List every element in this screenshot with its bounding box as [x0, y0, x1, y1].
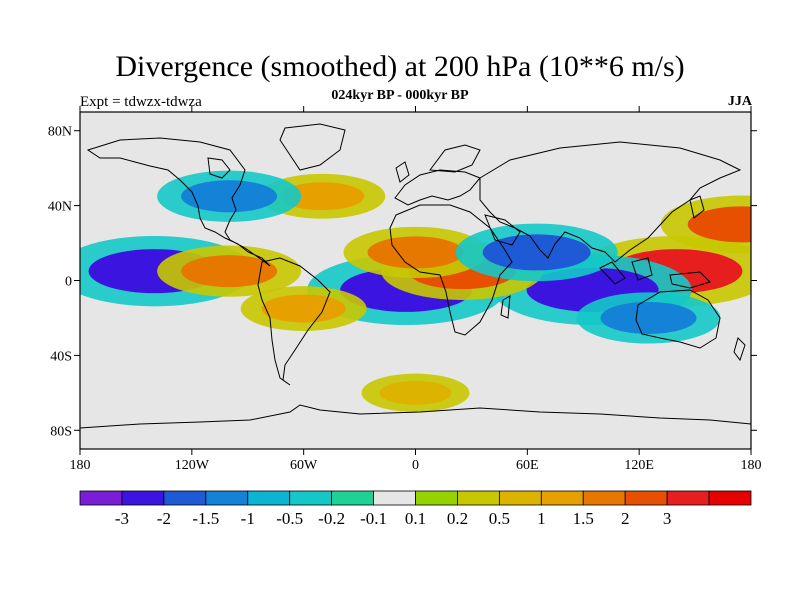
- lon-tick-label: 120W: [175, 458, 210, 473]
- coastline-hudson-bay: [207, 157, 231, 179]
- divergence-field: [80, 112, 751, 449]
- coastline-sumatra: [599, 261, 626, 285]
- lat-tick-label: 80S: [50, 424, 72, 439]
- colorbar-swatch: [373, 490, 416, 506]
- colorbar-swatch: [457, 490, 500, 506]
- lon-tick-label: 180: [741, 458, 762, 473]
- colorbar-swatch: [163, 490, 207, 506]
- coastline-asia: [479, 141, 742, 263]
- colorbar-swatch: [289, 490, 333, 506]
- field-feature: [181, 255, 278, 288]
- field-feature: [482, 234, 591, 271]
- coastline-africa: [389, 204, 513, 336]
- field-feature: [379, 380, 452, 405]
- lat-tick-label: 40N: [48, 200, 72, 215]
- coastline-borneo: [631, 257, 653, 281]
- field-feature: [600, 301, 697, 334]
- colorbar-swatch: [79, 490, 123, 506]
- axes: 80N 40N 0 40S 80S 180 120W 60W 0 60E 120E 180: [48, 106, 762, 473]
- coastline-australia: [635, 289, 721, 349]
- colorbar-swatch: [498, 490, 542, 506]
- field-feature: [261, 294, 346, 323]
- colorbar-swatch: [708, 490, 752, 506]
- coastline-antarctica: [80, 404, 751, 429]
- colorbar-label: 0.5: [489, 509, 510, 528]
- field-feature: [367, 236, 464, 269]
- colorbar-label: 3: [663, 509, 672, 528]
- coastline-south-america: [257, 257, 331, 386]
- colorbar-swatch: [415, 490, 458, 506]
- colorbar: -3 -2 -1.5 -1 -0.5 -0.2 -0.1 0.1 0.2 0.5 1 1.5 2 3: [79, 490, 752, 528]
- coastline-britain: [395, 161, 410, 183]
- coastline-madagascar: [500, 295, 511, 319]
- colorbar-swatch: [121, 490, 165, 506]
- lon-tick-label: 60W: [290, 458, 318, 473]
- coastline-europe: [394, 169, 481, 206]
- lat-tick-label: 0: [65, 275, 72, 290]
- chart-subtitle: 024kyr BP - 000kyr BP: [331, 88, 469, 103]
- colorbar-swatch: [624, 490, 668, 506]
- experiment-label: Expt = tdwzx-tdwza: [80, 94, 202, 110]
- coastline-arabia: [484, 214, 521, 246]
- colorbar-swatch: [247, 490, 291, 506]
- colorbar-label: -0.2: [318, 509, 345, 528]
- colorbar-swatch: [331, 490, 374, 506]
- lon-tick-label: 120E: [624, 458, 654, 473]
- coastline-japan: [689, 195, 705, 219]
- colorbar-label: -2: [157, 509, 171, 528]
- colorbar-label: -0.1: [360, 509, 387, 528]
- coastline-scandinavia: [429, 144, 481, 173]
- lat-tick-label: 80N: [48, 125, 72, 140]
- lat-tick-label: 40S: [50, 349, 72, 364]
- colorbar-label: 2: [621, 509, 630, 528]
- colorbar-label: 1: [537, 509, 546, 528]
- coastline-north-america: [86, 137, 271, 267]
- colorbar-swatch: [540, 490, 584, 506]
- colorbar-label: 0.2: [447, 509, 468, 528]
- coastline-greenland: [279, 123, 346, 171]
- colorbar-label: 1.5: [573, 509, 594, 528]
- colorbar-swatch: [666, 490, 710, 506]
- colorbar-swatch: [582, 490, 626, 506]
- season-label: JJA: [727, 94, 752, 109]
- colorbar-label: 0.1: [405, 509, 426, 528]
- colorbar-swatch: [205, 490, 249, 506]
- coastline-new-guinea: [669, 271, 711, 289]
- lon-tick-label: 180: [70, 458, 91, 473]
- colorbar-label: -3: [115, 509, 129, 528]
- lon-tick-label: 0: [412, 458, 419, 473]
- field-feature: [280, 182, 365, 211]
- colorbar-label: -0.5: [276, 509, 303, 528]
- coastlines: [80, 123, 751, 429]
- colorbar-label: -1: [241, 509, 255, 528]
- lon-tick-label: 60E: [516, 458, 539, 473]
- colorbar-label: -1.5: [192, 509, 219, 528]
- chart-title: Divergence (smoothed) at 200 hPa (10**6 …: [115, 50, 685, 83]
- coastline-new-zealand: [733, 337, 746, 362]
- field-feature: [181, 180, 278, 213]
- field-feature: [687, 206, 751, 243]
